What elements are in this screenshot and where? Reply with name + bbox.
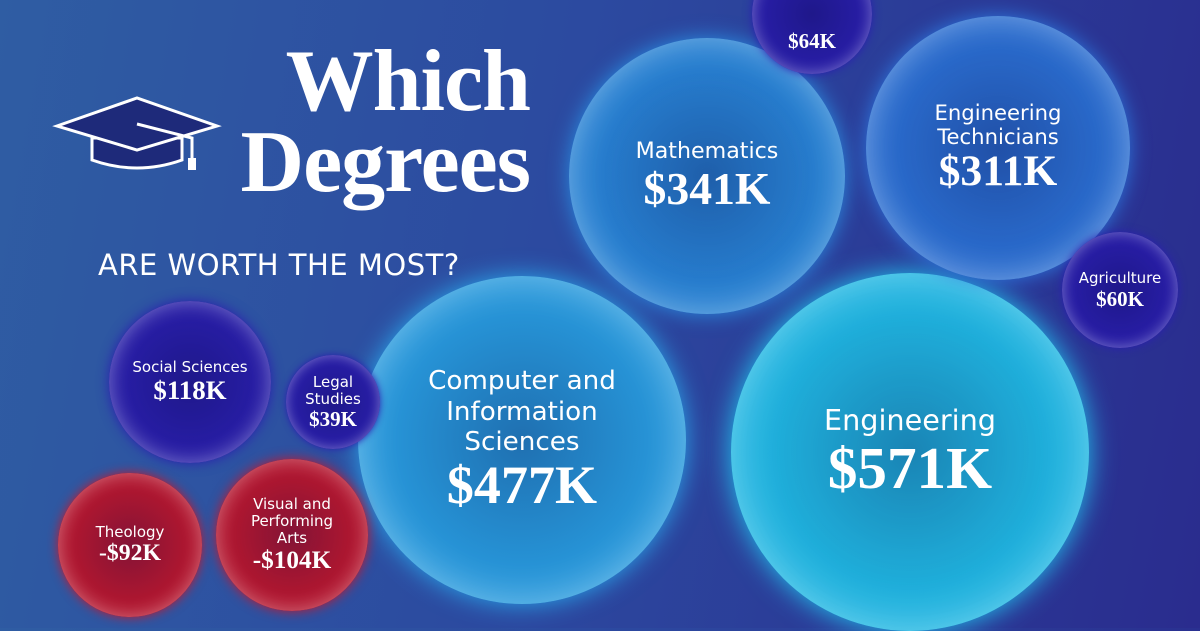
bubble-label: Computer and Information Sciences bbox=[428, 366, 616, 457]
chart-title: Which Degrees bbox=[240, 33, 531, 211]
value-label: $60K bbox=[1096, 286, 1144, 311]
bubble: Social Sciences $118K bbox=[108, 300, 272, 464]
bubble-label: Engineering bbox=[824, 403, 996, 438]
value-label: -$92K bbox=[99, 540, 161, 567]
bubble: Engineering Technicians $311K bbox=[865, 15, 1131, 281]
bubble-label: Legal Studies bbox=[305, 372, 361, 408]
bubble: Theology -$92K bbox=[58, 473, 202, 617]
value-label: $477K bbox=[446, 454, 598, 515]
value-label: $341K bbox=[643, 162, 771, 214]
bubble-label: Engineering Technicians bbox=[934, 99, 1062, 150]
value-label: $39K bbox=[309, 407, 357, 432]
bubble: Mathematics $341K bbox=[568, 37, 846, 315]
bubble-label: Mathematics bbox=[635, 138, 779, 165]
value-label: $64K bbox=[788, 28, 836, 53]
bubble-label: Agriculture bbox=[1078, 269, 1162, 288]
value-label: $118K bbox=[153, 375, 227, 406]
bubble-label: Visual and Performing Arts bbox=[250, 494, 334, 548]
value-label: $311K bbox=[938, 147, 1058, 196]
bubble: Engineering $571K bbox=[730, 272, 1090, 631]
chart-subtitle: ARE WORTH THE MOST? bbox=[98, 248, 460, 282]
bubble-label: Social Sciences bbox=[132, 358, 248, 377]
value-label: -$104K bbox=[252, 546, 332, 574]
bubble-label: Theology bbox=[95, 522, 165, 541]
bubble: Visual and Performing Arts -$104K bbox=[215, 458, 369, 612]
bubble: Agriculture $60K bbox=[1061, 231, 1179, 349]
bubble: Legal Studies $39K bbox=[286, 355, 380, 449]
cap-icon bbox=[52, 96, 222, 170]
value-label: $571K bbox=[827, 435, 993, 502]
bubble: Computer and Information Sciences $477K bbox=[358, 276, 686, 604]
